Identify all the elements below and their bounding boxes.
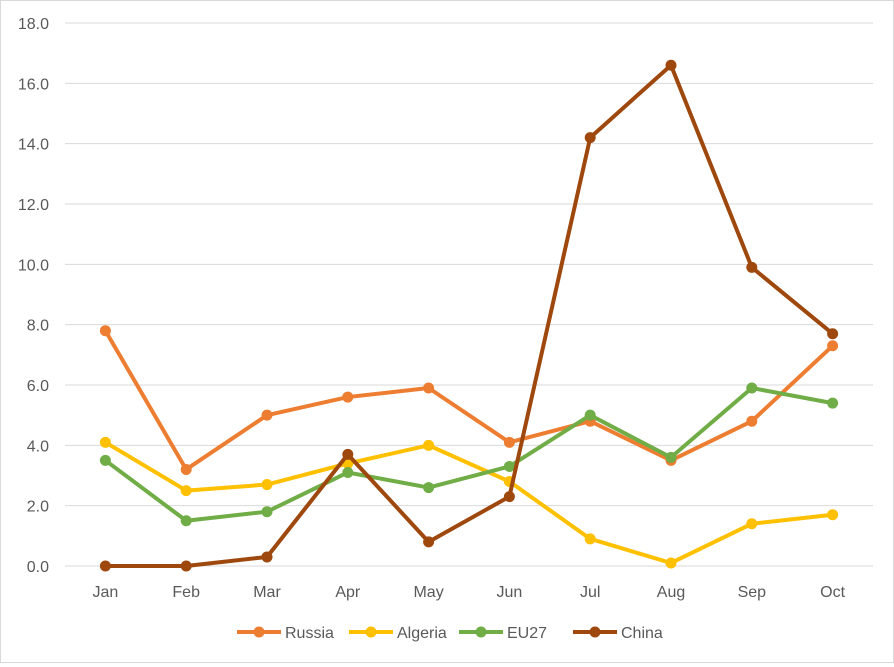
y-tick-label: 0.0 xyxy=(27,559,49,576)
data-point xyxy=(584,533,596,545)
data-point xyxy=(423,439,435,451)
series-algeria xyxy=(99,436,839,569)
data-point xyxy=(423,536,435,548)
x-tick-label: Jan xyxy=(93,584,119,601)
data-point xyxy=(99,325,111,337)
data-point xyxy=(584,409,596,421)
legend-label: Russia xyxy=(285,625,334,642)
series-china xyxy=(99,59,839,572)
x-tick-label: Jun xyxy=(497,584,523,601)
y-axis-tick-labels: 0.0 2.0 4.0 6.0 8.0 10.0 12.0 14.0 16.0 18.0 xyxy=(18,16,49,576)
y-tick-label: 10.0 xyxy=(18,257,49,274)
legend: Russia Algeria EU27 China xyxy=(237,625,663,642)
data-point xyxy=(665,59,677,71)
data-point xyxy=(261,479,273,491)
data-point xyxy=(503,460,515,472)
data-point xyxy=(180,463,192,475)
data-point xyxy=(746,518,758,530)
y-tick-label: 2.0 xyxy=(27,499,49,516)
data-point xyxy=(827,397,839,409)
x-tick-label: Feb xyxy=(172,584,200,601)
legend-entry-russia: Russia xyxy=(237,625,334,642)
legend-swatch-marker xyxy=(253,626,265,638)
data-point xyxy=(180,560,192,572)
data-point xyxy=(746,261,758,273)
data-point xyxy=(99,454,111,466)
legend-entry-china: China xyxy=(573,625,663,642)
y-tick-label: 14.0 xyxy=(18,137,49,154)
legend-label: Algeria xyxy=(397,625,447,642)
series-line xyxy=(103,63,835,568)
x-tick-label: Jul xyxy=(580,584,600,601)
data-point xyxy=(180,515,192,527)
data-point xyxy=(342,448,354,460)
series-russia xyxy=(99,325,839,475)
series-lines xyxy=(99,59,839,572)
y-tick-label: 6.0 xyxy=(27,378,49,395)
data-point xyxy=(423,482,435,494)
series-line xyxy=(103,440,835,565)
data-point xyxy=(665,451,677,463)
data-point xyxy=(827,328,839,340)
data-point xyxy=(180,485,192,497)
x-tick-label: May xyxy=(413,584,443,601)
x-tick-label: Mar xyxy=(253,584,281,601)
data-point xyxy=(746,382,758,394)
data-point xyxy=(261,409,273,421)
legend-label: EU27 xyxy=(507,625,547,642)
y-tick-label: 4.0 xyxy=(27,438,49,455)
series-line xyxy=(103,328,835,472)
series-eu27 xyxy=(99,382,839,527)
data-point xyxy=(342,391,354,403)
data-point xyxy=(827,509,839,521)
legend-entry-algeria: Algeria xyxy=(349,625,447,642)
legend-entry-eu27: EU27 xyxy=(459,625,547,642)
data-point xyxy=(423,382,435,394)
data-point xyxy=(342,466,354,478)
data-point xyxy=(746,415,758,427)
data-point xyxy=(503,436,515,448)
series-line xyxy=(103,386,835,523)
data-point xyxy=(99,560,111,572)
x-tick-label: Sep xyxy=(738,584,767,601)
data-point xyxy=(261,506,273,518)
data-point xyxy=(584,132,596,144)
legend-swatch-marker xyxy=(365,626,377,638)
data-point xyxy=(99,436,111,448)
x-axis-tick-labels: Jan Feb Mar Apr May Jun Jul Aug Sep Oct xyxy=(93,584,846,601)
y-tick-label: 12.0 xyxy=(18,197,49,214)
x-tick-label: Aug xyxy=(657,584,685,601)
x-tick-label: Oct xyxy=(820,584,845,601)
legend-swatch-marker xyxy=(475,626,487,638)
data-point xyxy=(665,557,677,569)
legend-swatch-marker xyxy=(589,626,601,638)
data-point xyxy=(827,340,839,352)
y-tick-label: 18.0 xyxy=(18,16,49,33)
data-point xyxy=(261,551,273,563)
x-tick-label: Apr xyxy=(335,584,361,601)
gridlines xyxy=(65,22,873,567)
legend-label: China xyxy=(621,625,663,642)
y-tick-label: 8.0 xyxy=(27,318,49,335)
y-tick-label: 16.0 xyxy=(18,76,49,93)
data-point xyxy=(503,491,515,503)
